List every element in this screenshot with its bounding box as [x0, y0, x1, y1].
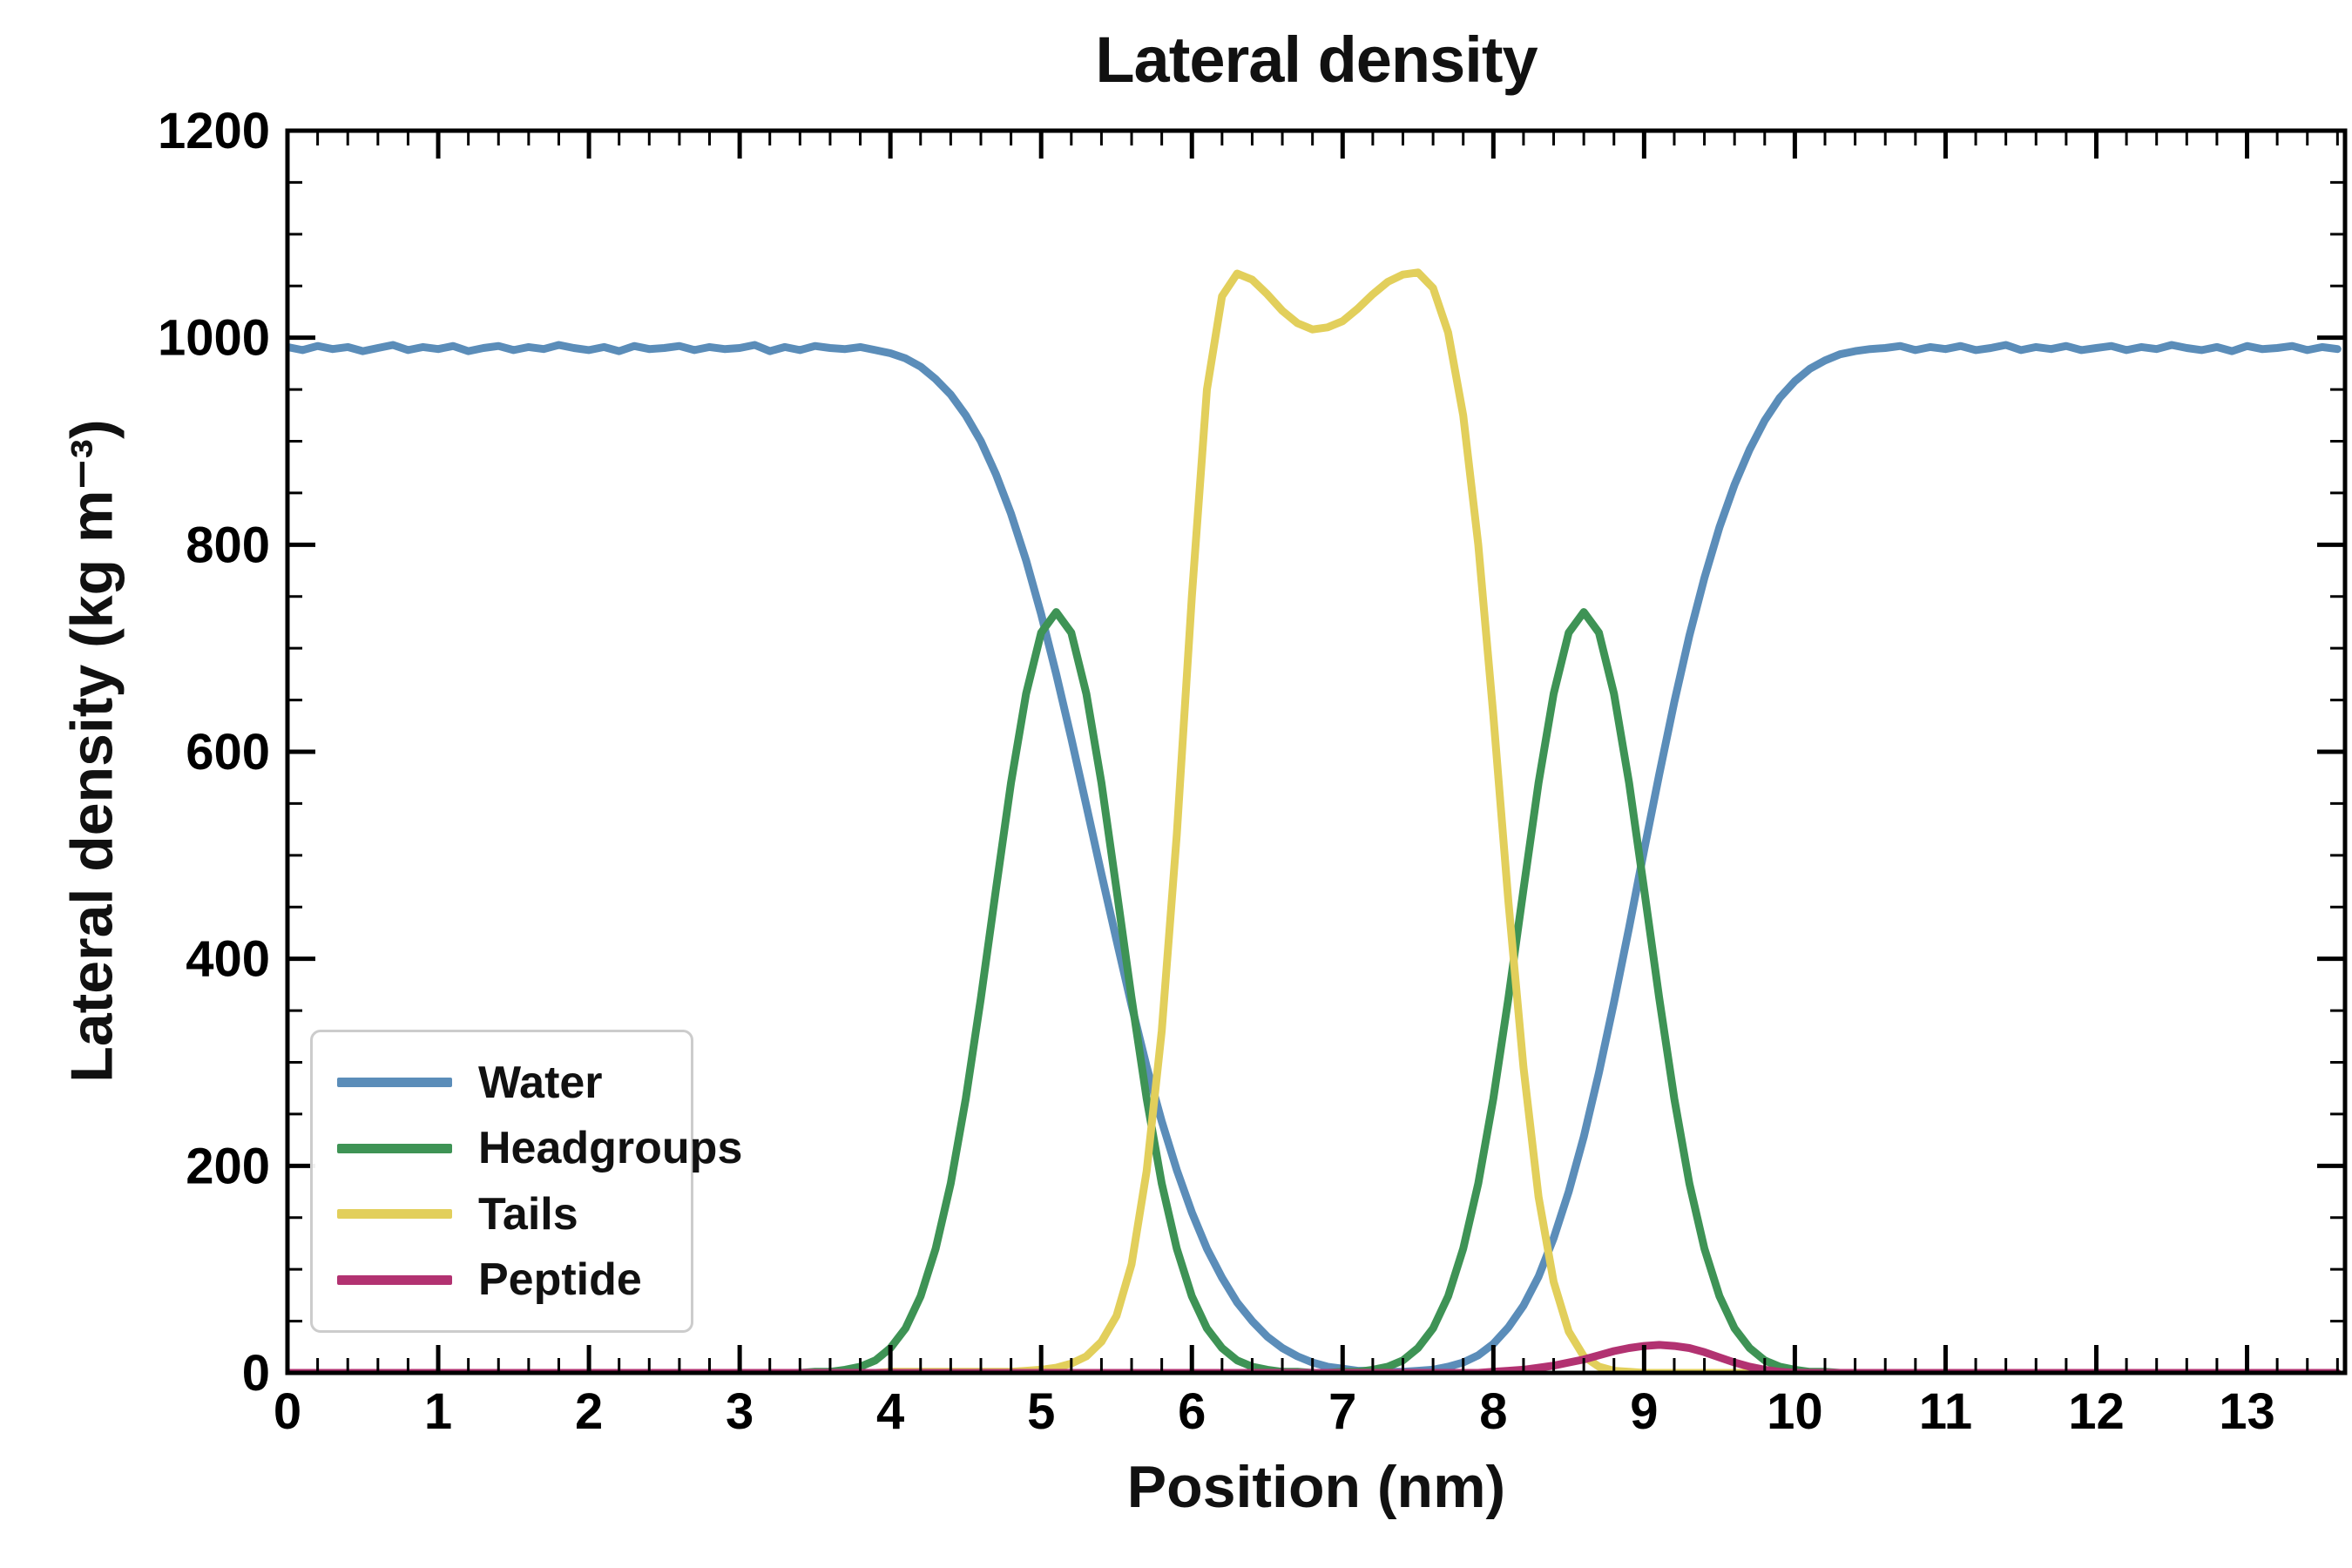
chart-title: Lateral density — [1095, 24, 1538, 96]
legend-swatch-headgroups — [337, 1143, 452, 1153]
y-tick-label: 200 — [186, 1138, 270, 1194]
x-tick-label: 12 — [2068, 1383, 2125, 1440]
legend-swatch-tails — [337, 1209, 452, 1220]
x-tick-label: 10 — [1767, 1383, 1823, 1440]
x-tick-label: 6 — [1178, 1383, 1206, 1440]
legend-label: Tails — [478, 1188, 578, 1240]
x-tick-label: 13 — [2219, 1383, 2275, 1440]
x-tick-label: 1 — [424, 1383, 452, 1440]
legend-swatch-water — [337, 1078, 452, 1088]
legend-swatch-peptide — [337, 1274, 452, 1285]
legend-label: Headgroups — [478, 1123, 743, 1174]
x-tick-label: 2 — [575, 1383, 603, 1440]
x-axis-label: Position (nm) — [1126, 1454, 1506, 1520]
x-tick-label: 11 — [1919, 1383, 1972, 1440]
legend-entry-tails: Tails — [337, 1181, 666, 1247]
legend-label: Water — [478, 1057, 603, 1108]
x-tick-label: 9 — [1630, 1383, 1658, 1440]
y-tick-label: 400 — [186, 931, 270, 988]
x-tick-label: 8 — [1479, 1383, 1507, 1440]
ticks-group — [285, 128, 2345, 1375]
y-tick-label: 1000 — [158, 310, 270, 367]
y-tick-label: 0 — [242, 1345, 270, 1402]
x-tick-label: 7 — [1328, 1383, 1356, 1440]
y-tick-label: 800 — [186, 517, 270, 573]
y-tick-label: 1200 — [158, 103, 270, 159]
x-tick-label: 3 — [726, 1383, 754, 1440]
legend-entry-peptide: Peptide — [337, 1247, 666, 1314]
x-tick-label: 5 — [1027, 1383, 1055, 1440]
x-tick-label: 0 — [274, 1383, 301, 1440]
y-tick-label: 600 — [186, 724, 270, 781]
x-tick-label: 4 — [876, 1383, 904, 1440]
legend-label: Peptide — [478, 1254, 642, 1306]
legend-entry-water: Water — [337, 1050, 666, 1116]
legend: Water Headgroups Tails Peptide — [310, 1030, 742, 1333]
series-line-tails — [287, 268, 2342, 1373]
legend-entry-headgroups: Headgroups — [337, 1116, 742, 1182]
y-axis-label: Lateral density (kg m⁻³) — [58, 419, 125, 1083]
